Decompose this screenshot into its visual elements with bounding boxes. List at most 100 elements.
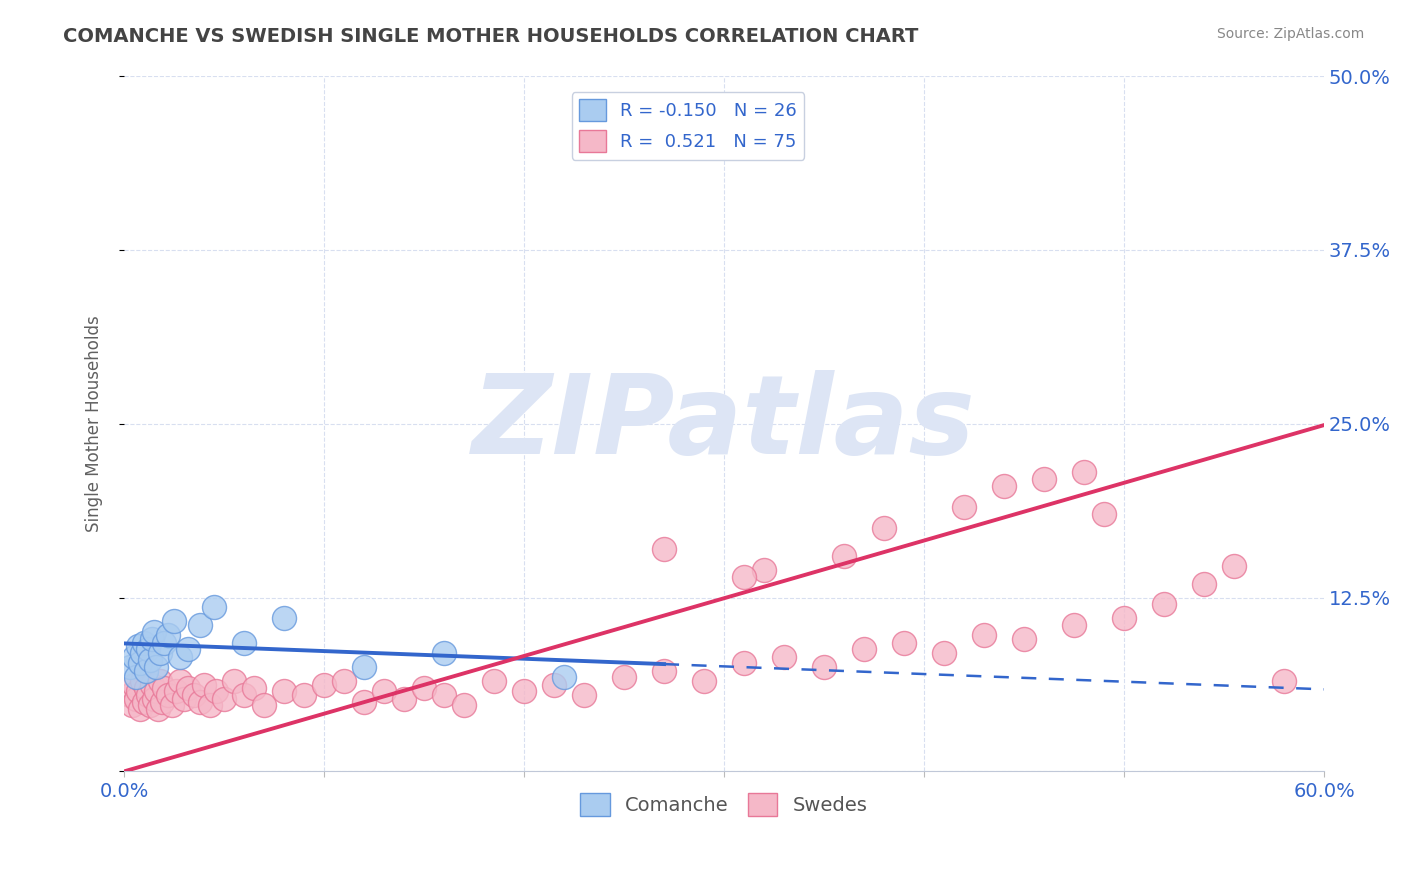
Point [188, 618, 211, 632]
Point [135, 665, 157, 679]
Point [613, 670, 636, 684]
Point [1192, 576, 1215, 591]
Point [160, 698, 183, 712]
Point [1112, 611, 1135, 625]
Point [131, 646, 153, 660]
Point [652, 665, 675, 679]
Point [693, 673, 716, 688]
Point [163, 614, 186, 628]
Point [150, 695, 173, 709]
Point [125, 692, 148, 706]
Point [188, 695, 211, 709]
Point [333, 673, 356, 688]
Point [353, 660, 375, 674]
Point [853, 642, 876, 657]
Point [433, 646, 456, 660]
Point [153, 636, 176, 650]
Point [233, 688, 256, 702]
Point [120, 688, 142, 702]
Point [752, 563, 775, 577]
Point [136, 642, 159, 657]
Point [127, 639, 149, 653]
Point [813, 660, 835, 674]
Point [543, 678, 565, 692]
Point [733, 570, 755, 584]
Point [153, 681, 176, 695]
Point [135, 681, 157, 695]
Point [129, 702, 152, 716]
Point [1063, 618, 1085, 632]
Point [292, 688, 315, 702]
Point [177, 642, 200, 657]
Point [652, 541, 675, 556]
Point [146, 702, 169, 716]
Point [143, 692, 166, 706]
Point [973, 628, 995, 642]
Point [125, 670, 148, 684]
Point [893, 636, 915, 650]
Point [149, 646, 172, 660]
Point [122, 678, 145, 692]
Point [122, 650, 145, 665]
Point [134, 695, 156, 709]
Point [253, 698, 276, 712]
Point [141, 632, 163, 647]
Point [202, 600, 225, 615]
Point [224, 673, 246, 688]
Point [145, 683, 167, 698]
Point [165, 683, 187, 698]
Point [173, 692, 195, 706]
Point [205, 683, 228, 698]
Text: ZIPatlas: ZIPatlas [472, 370, 976, 477]
Point [183, 688, 205, 702]
Point [413, 681, 436, 695]
Point [169, 650, 191, 665]
Point [145, 660, 167, 674]
Point [513, 683, 536, 698]
Text: Source: ZipAtlas.com: Source: ZipAtlas.com [1216, 27, 1364, 41]
Point [149, 673, 172, 688]
Point [127, 683, 149, 698]
Legend: Comanche, Swedes: Comanche, Swedes [572, 785, 876, 824]
Point [139, 653, 162, 667]
Point [198, 698, 221, 712]
Point [832, 549, 855, 563]
Point [136, 688, 159, 702]
Point [353, 695, 375, 709]
Point [1272, 673, 1295, 688]
Point [134, 636, 156, 650]
Point [129, 656, 152, 670]
Point [873, 521, 896, 535]
Y-axis label: Single Mother Households: Single Mother Households [86, 316, 103, 533]
Point [273, 683, 295, 698]
Point [177, 681, 200, 695]
Point [157, 628, 180, 642]
Point [1223, 558, 1246, 573]
Point [1153, 598, 1175, 612]
Point [1012, 632, 1035, 647]
Text: COMANCHE VS SWEDISH SINGLE MOTHER HOUSEHOLDS CORRELATION CHART: COMANCHE VS SWEDISH SINGLE MOTHER HOUSEH… [63, 27, 918, 45]
Point [773, 650, 796, 665]
Point [139, 698, 162, 712]
Point [453, 698, 475, 712]
Point [121, 698, 143, 712]
Point [131, 673, 153, 688]
Point [212, 692, 235, 706]
Point [314, 678, 336, 692]
Point [1033, 472, 1056, 486]
Point [953, 500, 976, 515]
Point [243, 681, 266, 695]
Point [993, 479, 1015, 493]
Point [572, 688, 595, 702]
Point [157, 688, 180, 702]
Point [1092, 507, 1115, 521]
Point [392, 692, 415, 706]
Point [1073, 466, 1095, 480]
Point [932, 646, 955, 660]
Point [273, 611, 295, 625]
Point [193, 678, 215, 692]
Point [141, 678, 163, 692]
Point [233, 636, 256, 650]
Point [733, 656, 755, 670]
Point [433, 688, 456, 702]
